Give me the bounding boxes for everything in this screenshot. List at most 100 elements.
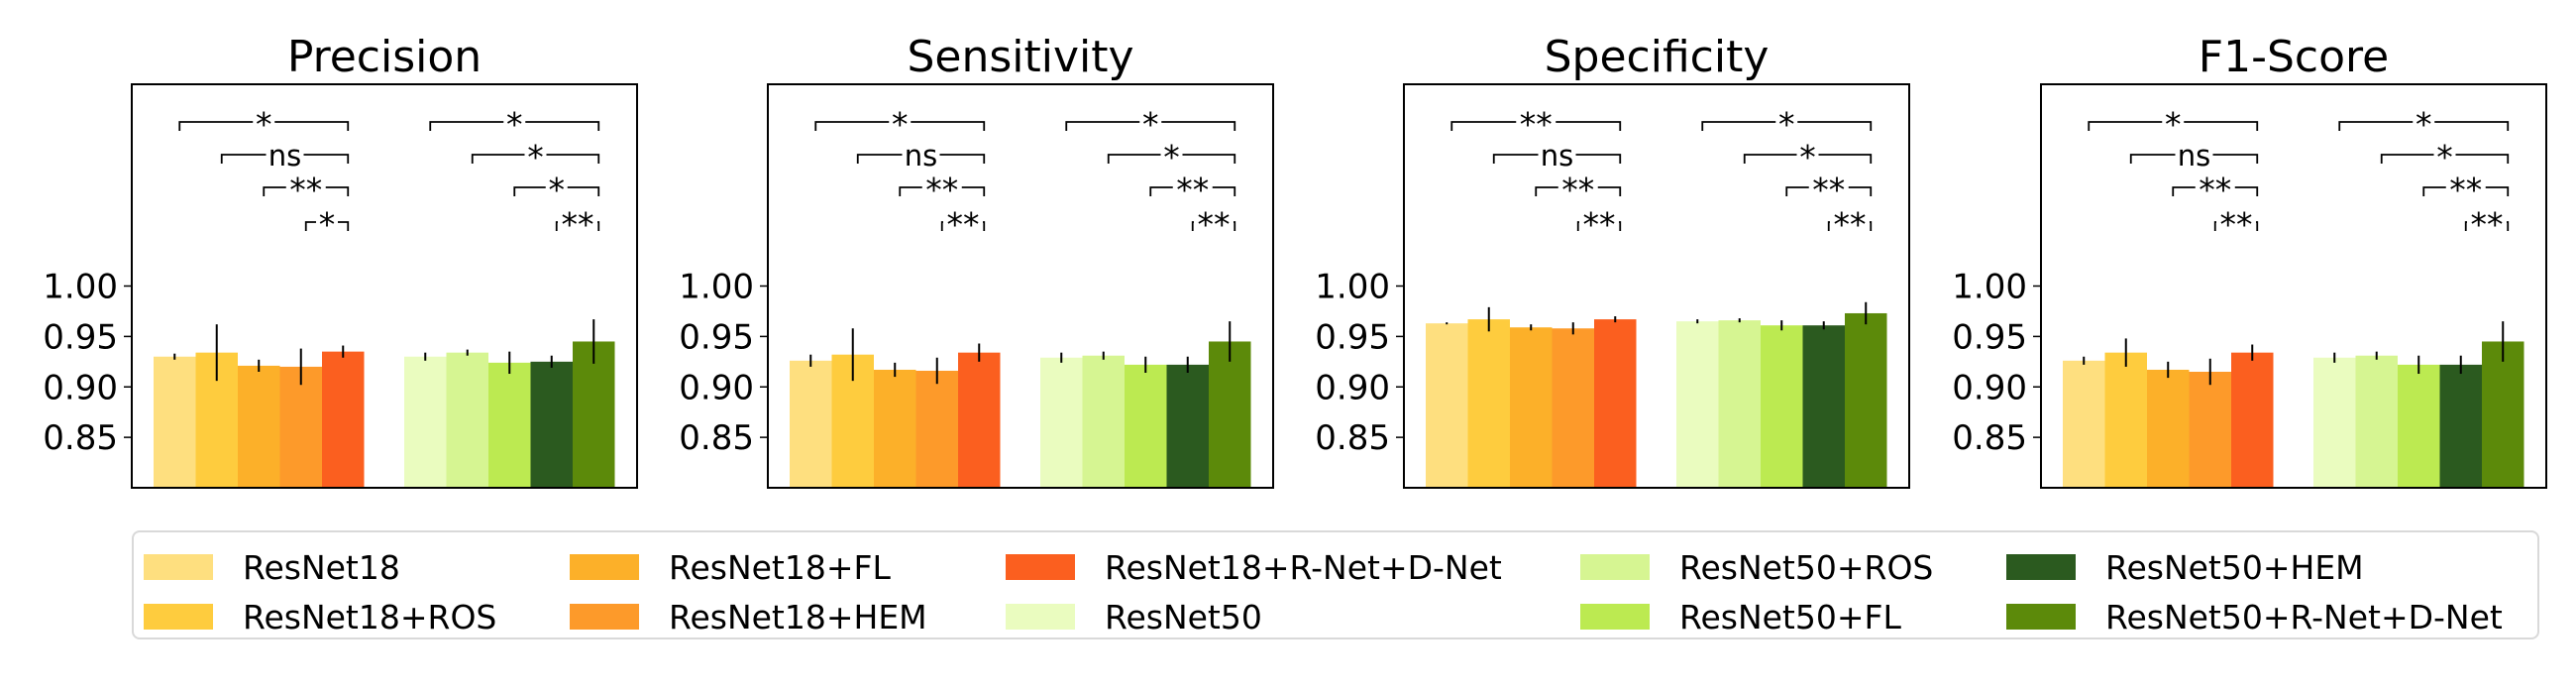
bar bbox=[915, 370, 958, 488]
significance-label: ** bbox=[1812, 171, 1845, 209]
legend-swatch bbox=[2006, 604, 2076, 630]
significance-label: ** bbox=[1176, 171, 1209, 209]
significance-label-bg bbox=[889, 108, 912, 132]
legend-label: ResNet18+ROS bbox=[243, 597, 497, 636]
significance-label-bg bbox=[921, 174, 962, 197]
bar bbox=[404, 356, 447, 488]
legend-item: ResNet50+HEM bbox=[2006, 547, 2364, 587]
bar bbox=[1209, 341, 1251, 488]
legend-label: ResNet50 bbox=[1105, 597, 1262, 636]
significance-label-bg bbox=[1579, 208, 1619, 232]
bar bbox=[488, 362, 531, 488]
panel-frame bbox=[131, 83, 638, 489]
significance-label: ns bbox=[2178, 139, 2211, 173]
y-tick-label: 0.95 bbox=[679, 317, 754, 357]
legend-label: ResNet50+HEM bbox=[2105, 547, 2364, 587]
bar bbox=[2313, 357, 2356, 488]
significance-label-bg bbox=[1516, 108, 1556, 132]
y-tick-label: 0.90 bbox=[43, 368, 118, 407]
significance-label-bg bbox=[1194, 208, 1234, 232]
panel-frame bbox=[1403, 83, 1910, 489]
significance-label: ** bbox=[947, 205, 980, 244]
y-tick-label: 0.85 bbox=[1952, 418, 2027, 458]
significance-label-bg bbox=[1830, 208, 1870, 232]
significance-label-bg bbox=[1139, 108, 1162, 132]
legend-swatch bbox=[1580, 604, 1650, 630]
legend-item: ResNet18+FL bbox=[570, 547, 891, 587]
bar bbox=[2189, 371, 2231, 488]
panel-title: Precision bbox=[287, 32, 482, 82]
y-tick-label: 1.00 bbox=[1315, 268, 1390, 307]
bar bbox=[2231, 352, 2274, 488]
legend-swatch bbox=[570, 604, 639, 630]
bar bbox=[1082, 355, 1125, 488]
y-tick-label: 0.90 bbox=[1315, 368, 1390, 407]
significance-label-bg bbox=[545, 174, 568, 197]
significance-label-bg bbox=[1160, 141, 1183, 165]
significance-label-bg bbox=[1557, 174, 1598, 197]
bar bbox=[1718, 320, 1761, 488]
y-tick-label: 0.85 bbox=[679, 418, 754, 458]
bar bbox=[1510, 327, 1553, 488]
significance-label-bg bbox=[1796, 141, 1819, 165]
panel-title: Sensitivity bbox=[907, 32, 1133, 82]
bar bbox=[446, 352, 488, 488]
significance-label-bg bbox=[1538, 141, 1576, 165]
significance-label-bg bbox=[524, 141, 547, 165]
legend-swatch bbox=[144, 554, 213, 580]
significance-label: ** bbox=[1583, 205, 1616, 244]
panel-title: F1-Score bbox=[2199, 32, 2389, 82]
significance-label: ns bbox=[1541, 139, 1574, 173]
panel: Specificity0.850.900.951.00**ns*********… bbox=[1315, 32, 1910, 489]
bar bbox=[573, 341, 615, 488]
bar bbox=[322, 351, 365, 488]
significance-label-bg bbox=[2195, 174, 2235, 197]
bar bbox=[279, 366, 322, 488]
legend-label: ResNet18+R-Net+D-Net bbox=[1105, 547, 1502, 587]
bar bbox=[1802, 325, 1845, 488]
significance-label-bg bbox=[1775, 108, 1798, 132]
bar bbox=[958, 352, 1001, 488]
legend-item: ResNet18+R-Net+D-Net bbox=[1006, 547, 1502, 587]
legend-label: ResNet18+HEM bbox=[669, 597, 927, 636]
legend-item: ResNet18 bbox=[144, 547, 400, 587]
significance-label-bg bbox=[558, 208, 597, 232]
significance-label: ** bbox=[1520, 105, 1553, 144]
significance-label-bg bbox=[2433, 141, 2456, 165]
legend-item: ResNet50+FL bbox=[1580, 597, 1901, 636]
y-tick-label: 0.90 bbox=[1952, 368, 2027, 407]
significance-label: ** bbox=[2471, 205, 2504, 244]
bar bbox=[2439, 364, 2482, 488]
bar bbox=[1676, 321, 1719, 488]
significance-label: ns bbox=[268, 139, 302, 173]
legend-swatch bbox=[1006, 554, 1075, 580]
bar bbox=[1040, 357, 1083, 488]
legend-item: ResNet50 bbox=[1006, 597, 1262, 636]
bar bbox=[1552, 328, 1594, 488]
significance-label-bg bbox=[253, 108, 275, 132]
legend-swatch bbox=[1006, 604, 1075, 630]
significance-label: * bbox=[1799, 138, 1816, 176]
significance-label-bg bbox=[1172, 174, 1213, 197]
bar bbox=[1166, 364, 1209, 488]
significance-label: * bbox=[549, 171, 566, 209]
y-tick-label: 0.85 bbox=[1315, 418, 1390, 458]
y-tick-label: 1.00 bbox=[1952, 268, 2027, 307]
chart-legend: ResNet18 ResNet18+ROS ResNet18+FL ResNet… bbox=[132, 530, 2539, 639]
significance-label: * bbox=[319, 205, 336, 244]
legend-label: ResNet18+FL bbox=[669, 547, 891, 587]
bar bbox=[2482, 341, 2524, 488]
bar bbox=[238, 365, 280, 488]
significance-label-bg bbox=[316, 208, 338, 232]
significance-label-bg bbox=[2467, 208, 2507, 232]
y-tick-label: 1.00 bbox=[43, 268, 118, 307]
y-tick-label: 0.95 bbox=[43, 317, 118, 357]
significance-label-bg bbox=[2216, 208, 2256, 232]
significance-label: * bbox=[2165, 105, 2182, 144]
panel-title: Specificity bbox=[1545, 32, 1770, 82]
significance-label: ** bbox=[1834, 205, 1867, 244]
legend-item: ResNet50+ROS bbox=[1580, 547, 1933, 587]
legend-item: ResNet18+HEM bbox=[570, 597, 927, 636]
significance-label: * bbox=[892, 105, 909, 144]
